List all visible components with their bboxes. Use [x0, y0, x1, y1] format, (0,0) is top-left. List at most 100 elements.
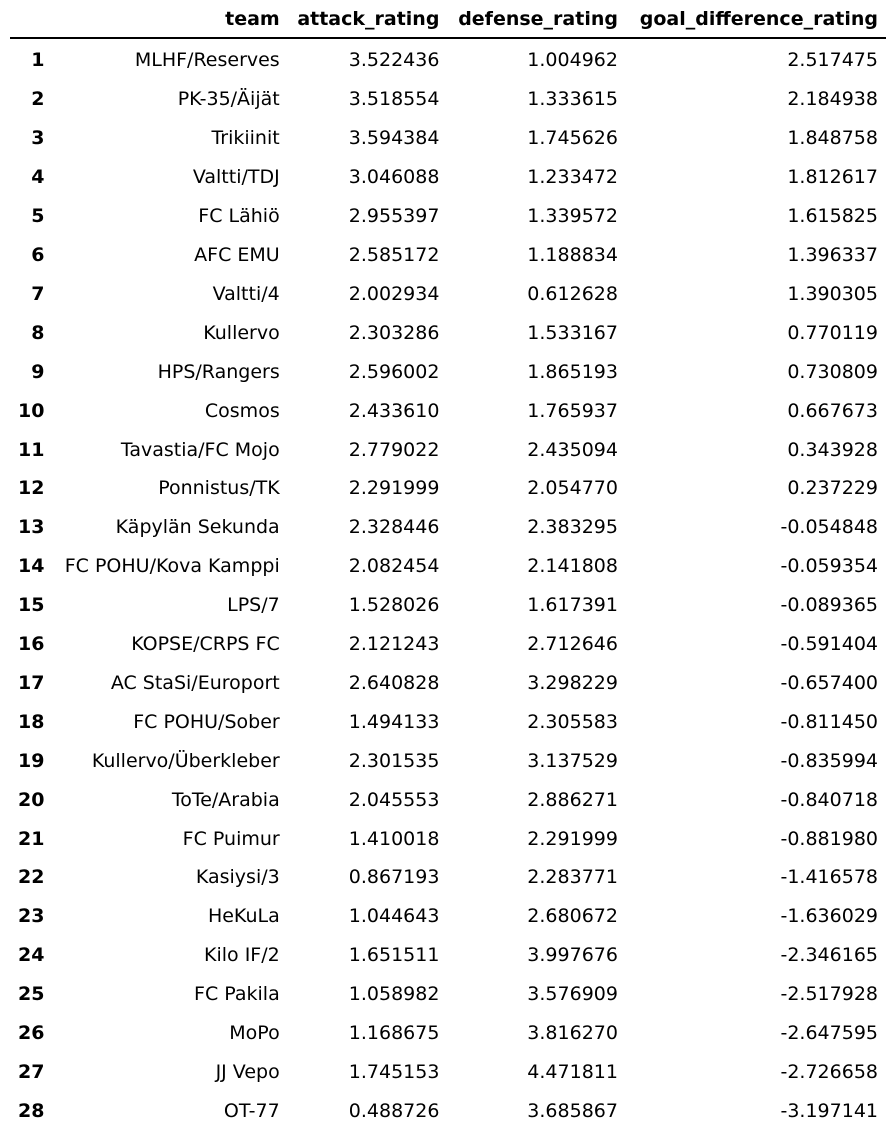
goal-difference-rating-cell: -0.840718 — [780, 788, 878, 811]
attack-rating-cell: 0.867193 — [348, 866, 440, 889]
row-index: 2 — [31, 88, 45, 111]
row-index: 21 — [18, 827, 45, 850]
goal-difference-rating-cell: -2.647595 — [780, 1022, 878, 1045]
goal-difference-rating-cell: -0.835994 — [780, 749, 878, 772]
attack-rating-cell: 2.585172 — [348, 243, 440, 266]
defense-rating-cell: 2.305583 — [527, 710, 618, 733]
row-index: 16 — [18, 633, 45, 656]
team-cell: HPS/Rangers — [157, 360, 280, 383]
team-cell: Kilo IF/2 — [204, 944, 280, 967]
goal-difference-rating-cell: -2.517928 — [780, 983, 878, 1006]
table-row: 26 MoPo 1.168675 3.816270 -2.647595 — [10, 1014, 886, 1053]
defense-rating-cell: 2.291999 — [527, 827, 618, 850]
table-row: 9 HPS/Rangers 2.596002 1.865193 0.730809 — [10, 352, 886, 391]
goal-difference-rating-cell: 2.184938 — [787, 88, 878, 111]
defense-rating-cell: 2.712646 — [527, 633, 618, 656]
team-cell: Cosmos — [204, 399, 280, 422]
team-cell: HeKuLa — [207, 905, 280, 928]
table-row: 19 Kullervo/Überkleber 2.301535 3.137529 -0.… — [10, 741, 886, 780]
table-row: 18 FC POHU/Sober 1.494133 2.305583 -0.811450 — [10, 702, 886, 741]
defense-rating-cell: 1.865193 — [527, 360, 618, 383]
goal-difference-rating-cell: -0.591404 — [780, 633, 878, 656]
defense-rating-cell: 2.141808 — [527, 555, 618, 578]
row-index: 14 — [18, 555, 45, 578]
goal-difference-rating-cell: 0.237229 — [787, 477, 878, 500]
row-index: 18 — [18, 710, 45, 733]
defense-rating-cell: 1.339572 — [527, 205, 618, 228]
attack-rating-cell: 1.745153 — [348, 1061, 440, 1084]
attack-rating-cell: 2.121243 — [348, 633, 440, 656]
attack-rating-cell: 2.002934 — [348, 282, 440, 305]
team-cell: Valtti/TDJ — [192, 166, 280, 189]
attack-rating-cell: 0.488726 — [348, 1099, 440, 1122]
attack-rating-cell: 2.433610 — [348, 399, 440, 422]
goal-difference-rating-cell: 0.730809 — [787, 360, 878, 383]
attack-rating-cell: 1.410018 — [348, 827, 440, 850]
table-row: 28 OT-77 0.488726 3.685867 -3.197141 — [10, 1091, 886, 1130]
goal-difference-rating-cell: -0.657400 — [780, 671, 878, 694]
goal-difference-rating-cell: -1.416578 — [780, 866, 878, 889]
defense-rating-cell: 1.617391 — [527, 594, 618, 617]
table-row: 13 Käpylän Sekunda 2.328446 2.383295 -0.0548… — [10, 508, 886, 547]
table-row: 20 ToTe/Arabia 2.045553 2.886271 -0.840718 — [10, 780, 886, 819]
team-cell: LPS/7 — [227, 594, 280, 617]
team-cell: PK-35/Äijät — [177, 88, 280, 111]
team-cell: Kasiysi/3 — [195, 866, 280, 889]
goal-difference-rating-cell: -0.054848 — [780, 516, 878, 539]
row-index: 28 — [18, 1099, 45, 1122]
row-index: 5 — [31, 205, 45, 228]
row-index: 24 — [18, 944, 45, 967]
attack-rating-cell: 2.328446 — [348, 516, 440, 539]
row-index: 3 — [31, 127, 45, 150]
row-index: 10 — [18, 399, 45, 422]
goal-difference-rating-cell: -2.726658 — [780, 1061, 878, 1084]
row-index: 11 — [18, 438, 45, 461]
team-cell: KOPSE/CRPS FC — [131, 633, 280, 656]
team-cell: MoPo — [229, 1022, 280, 1045]
table-row: 17 AC StaSi/Europort 2.640828 3.298229 -0.65… — [10, 664, 886, 703]
team-cell: FC Lähiö — [198, 205, 280, 228]
table-row: 14 FC POHU/Kova Kamppi 2.082454 2.141808 -0.… — [10, 547, 886, 586]
team-cell: FC POHU/Kova Kamppi — [64, 555, 280, 578]
defense-rating-cell: 3.298229 — [527, 671, 618, 694]
team-cell: Tavastia/FC Mojo — [120, 438, 280, 461]
row-index: 6 — [31, 243, 45, 266]
table-row: 3 Trikiinit 3.594384 1.745626 1.848758 — [10, 119, 886, 158]
team-cell: FC POHU/Sober — [133, 710, 280, 733]
table-row: 21 FC Puimur 1.410018 2.291999 -0.881980 — [10, 819, 886, 858]
table-row: 12 Ponnistus/TK 2.291999 2.054770 0.237229 — [10, 469, 886, 508]
team-cell: Kullervo — [203, 321, 280, 344]
goal-difference-rating-cell: 0.343928 — [787, 438, 878, 461]
defense-rating-cell: 1.765937 — [527, 399, 618, 422]
table-row: 4 Valtti/TDJ 3.046088 1.233472 1.812617 — [10, 158, 886, 197]
goal-difference-rating-cell: -1.636029 — [780, 905, 878, 928]
row-index: 8 — [31, 321, 45, 344]
row-index: 25 — [18, 983, 45, 1006]
table-row: 5 FC Lähiö 2.955397 1.339572 1.615825 — [10, 197, 886, 236]
defense-rating-cell: 3.576909 — [527, 983, 618, 1006]
defense-rating-cell: 1.333615 — [527, 88, 618, 111]
attack-rating-cell: 2.955397 — [348, 205, 440, 228]
row-index: 26 — [18, 1022, 45, 1045]
table-header: team attack_rating defense_rating goal_d… — [10, 0, 886, 39]
defense-rating-cell: 3.997676 — [527, 944, 618, 967]
team-cell: Kullervo/Überkleber — [91, 749, 280, 772]
table-row: 15 LPS/7 1.528026 1.617391 -0.089365 — [10, 586, 886, 625]
team-cell: MLHF/Reserves — [134, 49, 280, 72]
table-row: 22 Kasiysi/3 0.867193 2.283771 -1.416578 — [10, 858, 886, 897]
row-index: 9 — [31, 360, 45, 383]
row-index: 17 — [18, 671, 45, 694]
team-cell: AFC EMU — [194, 243, 280, 266]
attack-rating-cell: 3.594384 — [348, 127, 440, 150]
row-index: 12 — [18, 477, 45, 500]
attack-rating-cell: 1.058982 — [348, 983, 440, 1006]
row-index: 27 — [18, 1061, 45, 1084]
goal-difference-rating-cell: -0.811450 — [780, 710, 878, 733]
team-cell: JJ Vepo — [215, 1061, 280, 1084]
goal-difference-rating-cell: 1.812617 — [787, 166, 878, 189]
row-index: 22 — [18, 866, 45, 889]
defense-rating-cell: 3.685867 — [527, 1099, 618, 1122]
team-cell: Trikiinit — [211, 127, 280, 150]
defense-rating-cell: 2.383295 — [527, 516, 618, 539]
header-row: team attack_rating defense_rating goal_d… — [10, 0, 886, 39]
